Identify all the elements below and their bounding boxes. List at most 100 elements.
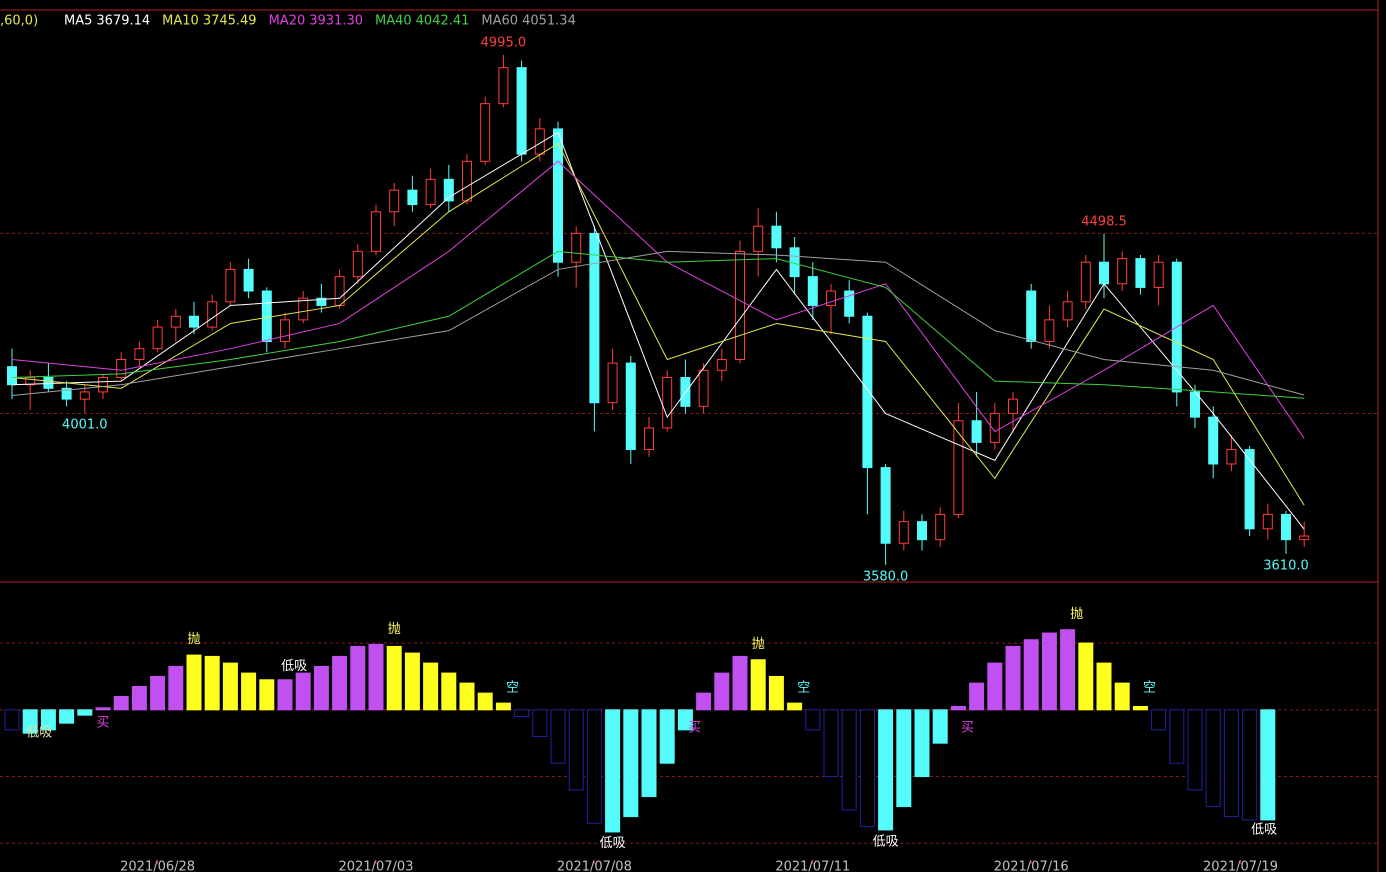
- oscillator-bar: [550, 709, 566, 764]
- candle-body: [753, 225, 764, 252]
- oscillator-bar: [987, 662, 1003, 711]
- candle-body: [989, 413, 1000, 443]
- candle-body: [225, 268, 236, 303]
- candle-body: [1026, 290, 1037, 342]
- candle-body: [971, 420, 982, 443]
- candle-body: [571, 232, 582, 263]
- candle-body: [98, 377, 108, 393]
- oscillator-bar: [969, 682, 985, 711]
- oscillator-bar: [1060, 629, 1076, 711]
- legend-name: MA10: [162, 14, 199, 29]
- candle-body: [625, 362, 636, 451]
- candle-body: [316, 297, 327, 306]
- price-annotation: 3580.0: [863, 569, 909, 584]
- candle-body: [261, 290, 272, 342]
- candle-body: [243, 268, 254, 292]
- oscillator-bar: [77, 709, 93, 716]
- candle-body: [917, 521, 927, 541]
- candle-body: [480, 103, 491, 162]
- x-tick-label: 2021/07/19: [1203, 860, 1278, 872]
- oscillator-bar: [40, 709, 56, 731]
- oscillator-bar: [459, 682, 475, 711]
- candle-body: [771, 225, 782, 249]
- oscillator-bar: [787, 702, 803, 711]
- oscillator-bar: [495, 702, 511, 711]
- oscillator-bar: [586, 709, 602, 824]
- candle-body: [298, 297, 309, 321]
- candle-body: [607, 362, 618, 404]
- x-tick-label: 2021/06/28: [120, 860, 195, 872]
- oscillator-bar: [441, 672, 457, 711]
- candle-body: [698, 369, 709, 407]
- candle-body: [116, 358, 127, 379]
- oscillator-bar: [1041, 632, 1057, 711]
- candle-body: [516, 67, 527, 155]
- oscillator-bar: [914, 709, 930, 778]
- oscillator-bar: [1005, 645, 1021, 711]
- oscillator-bar: [386, 645, 402, 711]
- candle-body: [61, 387, 72, 400]
- oscillator-bar: [313, 665, 329, 711]
- oscillator-bar: [59, 709, 75, 724]
- legend-name: MA40: [375, 14, 412, 29]
- candle-body: [1262, 513, 1273, 530]
- candle-body: [662, 377, 673, 429]
- candle-body: [1062, 301, 1073, 321]
- legend-value: 3745.49: [203, 14, 257, 29]
- oscillator-bar: [477, 692, 493, 711]
- oscillator-bar: [1078, 642, 1094, 711]
- oscillator-bar: [1223, 709, 1239, 818]
- signal-label: 低吸: [26, 726, 52, 741]
- oscillator-bar: [222, 662, 238, 711]
- x-tick-label: 2021/07/03: [339, 860, 414, 872]
- oscillator-bar: [1242, 709, 1258, 821]
- candle-body: [334, 276, 345, 306]
- oscillator-bar: [1187, 709, 1203, 791]
- oscillator-bar: [1260, 709, 1276, 821]
- oscillator-bar: [568, 709, 584, 791]
- oscillator-bar: [532, 709, 548, 738]
- legend-value: 3679.14: [96, 14, 150, 29]
- candle-body: [152, 326, 163, 350]
- oscillator-bar: [932, 709, 948, 744]
- candle-body: [1080, 261, 1091, 303]
- candle-body: [862, 315, 873, 469]
- candle-body: [844, 290, 855, 317]
- oscillator-bar: [368, 643, 384, 711]
- oscillator-bar: [259, 679, 275, 711]
- legend-value: 4051.34: [522, 14, 576, 29]
- candle-body: [807, 276, 818, 306]
- oscillator-bar: [896, 709, 912, 808]
- ma-line: [11, 142, 1305, 506]
- candle-body: [1244, 449, 1255, 530]
- oscillator-bar: [22, 709, 38, 734]
- signal-label: 低吸: [873, 834, 899, 849]
- signal-label: 抛: [1070, 607, 1083, 622]
- oscillator-bar: [1151, 709, 1167, 731]
- oscillator-bar: [823, 709, 839, 778]
- oscillator-bar: [805, 709, 821, 731]
- oscillator-bar: [350, 645, 366, 711]
- x-tick-label: 2021/07/08: [557, 860, 632, 872]
- candle-body: [826, 290, 836, 306]
- oscillator-bar: [514, 709, 530, 717]
- candle-body: [79, 391, 90, 400]
- candle-body: [716, 358, 727, 371]
- signal-label: 低吸: [1251, 822, 1277, 837]
- oscillator-bar: [4, 709, 20, 731]
- candle-body: [170, 315, 181, 328]
- oscillator-bar: [404, 652, 420, 711]
- oscillator-bar: [204, 655, 220, 711]
- signal-label: 抛: [187, 632, 200, 647]
- signal-label: 抛: [752, 637, 765, 652]
- candle-body: [1208, 416, 1219, 465]
- oscillator-bar: [641, 709, 657, 798]
- candle-body: [1044, 319, 1055, 342]
- oscillator-bar: [605, 709, 621, 833]
- candle-body: [7, 366, 17, 386]
- price-annotation: 4995.0: [481, 36, 527, 51]
- oscillator-bar: [732, 655, 748, 711]
- oscillator-bar: [113, 695, 129, 711]
- oscillator-bar: [332, 655, 348, 711]
